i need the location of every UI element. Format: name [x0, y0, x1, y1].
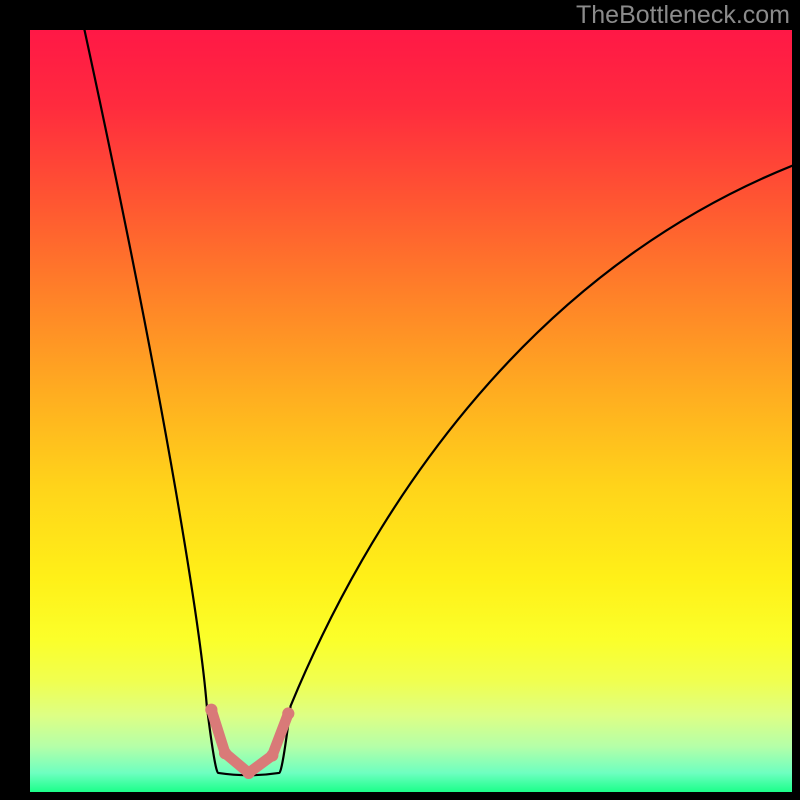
plot-area: [30, 30, 792, 792]
bottleneck-curve: [30, 30, 792, 792]
marker-point: [282, 707, 294, 719]
marker-point: [205, 704, 217, 716]
curve-path: [80, 30, 792, 775]
marker-connector: [211, 710, 288, 773]
marker-point: [266, 749, 278, 761]
marker-point: [243, 767, 255, 779]
marker-point: [219, 747, 231, 759]
watermark-text: TheBottleneck.com: [576, 1, 790, 30]
